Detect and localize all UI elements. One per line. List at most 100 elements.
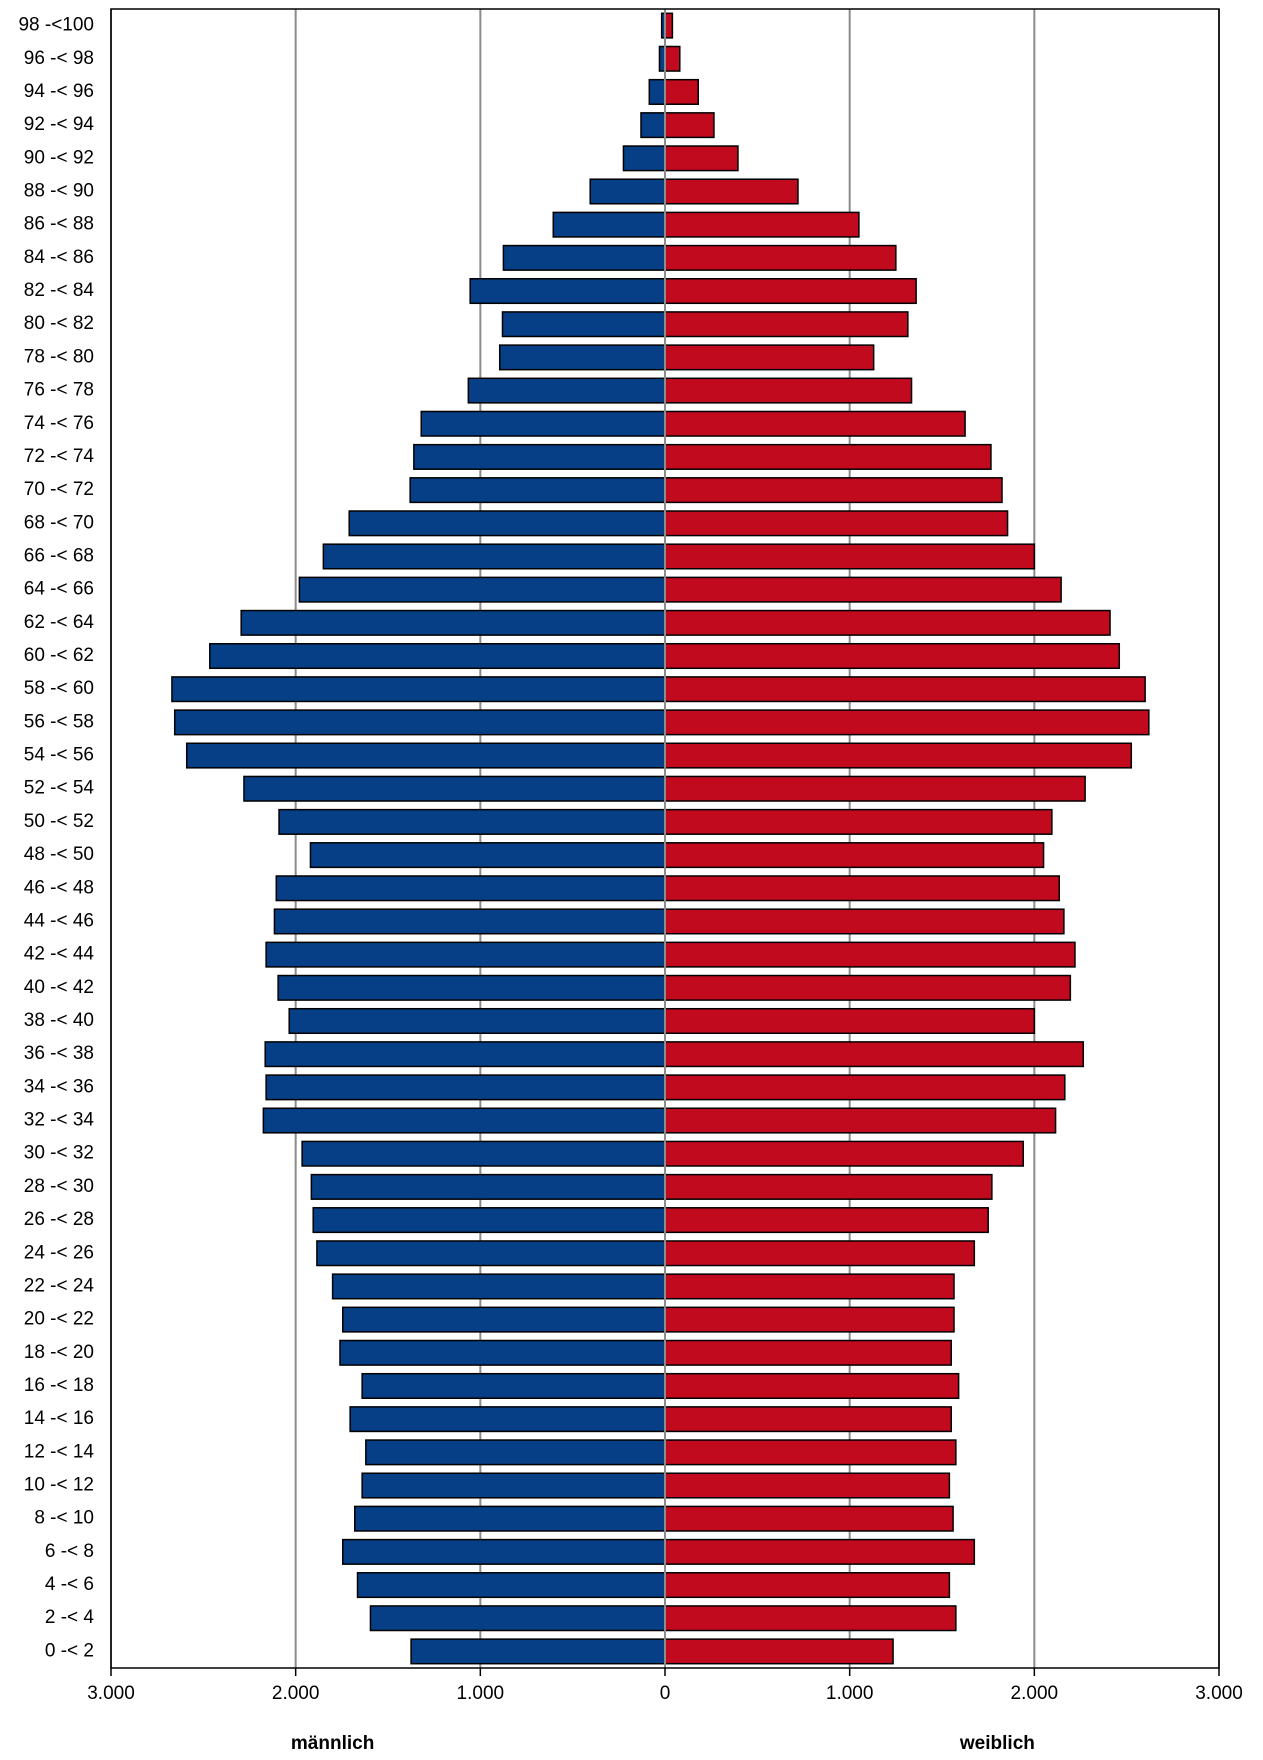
bar <box>664 1207 989 1234</box>
y-tick-label: 64 -< 66 <box>24 579 94 600</box>
y-tick-label: 98 -<100 <box>18 15 94 36</box>
y-tick-label: 12 -< 14 <box>24 1441 95 1462</box>
bar <box>288 1007 666 1035</box>
y-tick-label: 42 -< 44 <box>24 944 95 965</box>
bar <box>310 1173 666 1200</box>
bar <box>171 676 666 703</box>
bar <box>342 1538 666 1565</box>
bar <box>240 609 666 636</box>
y-tick-label: 90 -< 92 <box>24 147 94 168</box>
bar <box>664 875 1061 902</box>
y-tick-label: 48 -< 50 <box>24 844 94 865</box>
y-tick-label: 94 -< 96 <box>24 81 94 102</box>
y-tick-label: 26 -< 28 <box>24 1209 94 1230</box>
bar <box>664 1439 957 1466</box>
y-tick-label: 2 -< 4 <box>45 1607 95 1628</box>
x-tick-label: 1.000 <box>826 1683 874 1704</box>
bar <box>498 344 666 371</box>
bar <box>664 178 799 205</box>
bar <box>173 709 666 736</box>
bar <box>664 112 715 139</box>
bar <box>342 1306 666 1333</box>
bar <box>664 775 1086 802</box>
y-tick-label: 4 -< 6 <box>45 1574 94 1595</box>
bar <box>275 875 666 902</box>
y-tick-label: 82 -< 84 <box>24 280 95 301</box>
y-tick-label: 24 -< 26 <box>24 1242 94 1263</box>
axis-label: weiblich <box>959 1733 1035 1754</box>
bar <box>664 12 674 39</box>
bar <box>265 941 666 968</box>
y-tick-label: 40 -< 42 <box>24 977 94 998</box>
bar <box>664 1173 993 1200</box>
y-tick-label: 84 -< 86 <box>24 247 94 268</box>
bar <box>589 178 666 205</box>
bar <box>664 1605 957 1632</box>
y-tick-label: 36 -< 38 <box>24 1043 94 1064</box>
bar <box>664 908 1065 935</box>
bar <box>469 278 666 305</box>
bar <box>664 974 1072 1001</box>
bar <box>664 1406 952 1433</box>
bar <box>664 808 1053 835</box>
y-tick-label: 52 -< 54 <box>24 778 95 799</box>
bar <box>277 974 666 1001</box>
bar <box>262 1107 666 1134</box>
bar <box>664 676 1146 703</box>
y-tick-label: 72 -< 74 <box>24 446 95 467</box>
y-tick-label: 92 -< 94 <box>24 114 95 135</box>
bar <box>664 1505 954 1532</box>
bar <box>664 609 1111 636</box>
bar <box>664 510 1009 537</box>
y-tick-label: 32 -< 34 <box>24 1110 95 1131</box>
bar <box>501 311 666 338</box>
bar <box>664 642 1121 670</box>
bar <box>552 211 666 238</box>
y-tick-label: 10 -< 12 <box>24 1475 94 1496</box>
y-tick-label: 46 -< 48 <box>24 877 94 898</box>
bar <box>664 1372 960 1399</box>
y-tick-label: 68 -< 70 <box>24 512 94 533</box>
bar <box>664 1306 955 1333</box>
bar <box>278 808 666 835</box>
y-tick-label: 0 -< 2 <box>45 1640 94 1661</box>
x-tick-label: 3.000 <box>1195 1683 1243 1704</box>
bar <box>664 709 1150 736</box>
y-tick-label: 28 -< 30 <box>24 1176 94 1197</box>
bar <box>640 112 666 139</box>
bar <box>264 1041 666 1068</box>
y-tick-label: 16 -< 18 <box>24 1375 94 1396</box>
y-tick-label: 70 -< 72 <box>24 479 94 500</box>
bar <box>664 1140 1025 1167</box>
bar <box>354 1505 666 1532</box>
y-tick-label: 6 -< 8 <box>45 1541 94 1562</box>
bar <box>361 1372 666 1399</box>
bar <box>409 477 666 504</box>
y-tick-label: 34 -< 36 <box>24 1076 94 1097</box>
bar <box>467 377 666 404</box>
bar <box>413 443 666 470</box>
bar <box>664 145 739 172</box>
bar <box>664 842 1045 869</box>
y-tick-label: 54 -< 56 <box>24 745 94 766</box>
bar <box>664 1638 894 1665</box>
bar <box>185 742 666 769</box>
bar <box>312 1207 666 1234</box>
x-tick-label: 0 <box>660 1683 671 1704</box>
y-tick-label: 86 -< 88 <box>24 214 94 235</box>
bar <box>664 311 909 338</box>
y-tick-label: 58 -< 60 <box>24 678 94 699</box>
y-tick-label: 74 -< 76 <box>24 413 94 434</box>
x-tick-label: 3.000 <box>87 1683 135 1704</box>
y-tick-label: 88 -< 90 <box>24 181 94 202</box>
bar <box>331 1273 666 1300</box>
bar <box>664 410 966 437</box>
bar <box>301 1140 666 1167</box>
bar <box>420 410 666 437</box>
bar <box>664 244 897 271</box>
bar <box>664 211 860 238</box>
x-tick-label: 2.000 <box>1011 1683 1059 1704</box>
bar <box>664 377 913 404</box>
bar <box>664 1339 952 1366</box>
bar <box>664 742 1133 769</box>
